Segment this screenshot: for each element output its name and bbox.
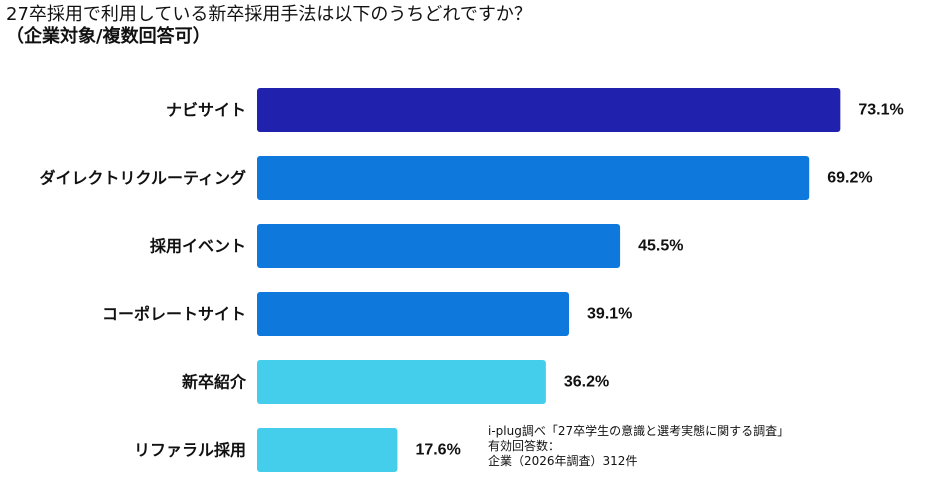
bar-1 — [257, 156, 810, 200]
chart-title-line2: （企業対象/複数回答可） — [6, 26, 211, 47]
category-label-3: コーポレートサイト — [102, 305, 246, 324]
bar-4 — [257, 360, 546, 404]
category-label-0: ナビサイト — [166, 101, 246, 120]
value-label-1: 69.2% — [827, 170, 872, 187]
chart-title: 27卒採用で利用している新卒採用手法は以下のうちどれですか？ （企業対象/複数回… — [6, 4, 532, 48]
bar-0 — [257, 88, 841, 132]
bar-2 — [257, 224, 621, 268]
bar-3 — [257, 292, 570, 336]
bar-5 — [257, 428, 398, 472]
source-note-line1: i-plug調べ「27卒学生の意識と選考実態に関する調査」 — [488, 424, 790, 438]
value-label-2: 45.5% — [638, 238, 683, 255]
category-label-5: リファラル採用 — [134, 441, 246, 460]
value-label-5: 17.6% — [415, 442, 460, 459]
source-note-line2: 有効回答数： — [488, 439, 561, 453]
chart-title-line1: 27卒採用で利用している新卒採用手法は以下のうちどれですか？ — [6, 4, 532, 25]
value-label-4: 36.2% — [564, 374, 609, 391]
source-note: i-plug調べ「27卒学生の意識と選考実態に関する調査」 有効回答数： 企業（… — [488, 424, 789, 469]
category-label-2: 採用イベント — [150, 237, 246, 256]
value-label-0: 73.1% — [858, 102, 903, 119]
category-label-4: 新卒紹介 — [182, 373, 247, 392]
source-note-line3: 企業（2026年調査）312件 — [488, 454, 638, 468]
value-label-3: 39.1% — [587, 306, 632, 323]
category-label-1: ダイレクトリクルーティング — [39, 169, 246, 188]
